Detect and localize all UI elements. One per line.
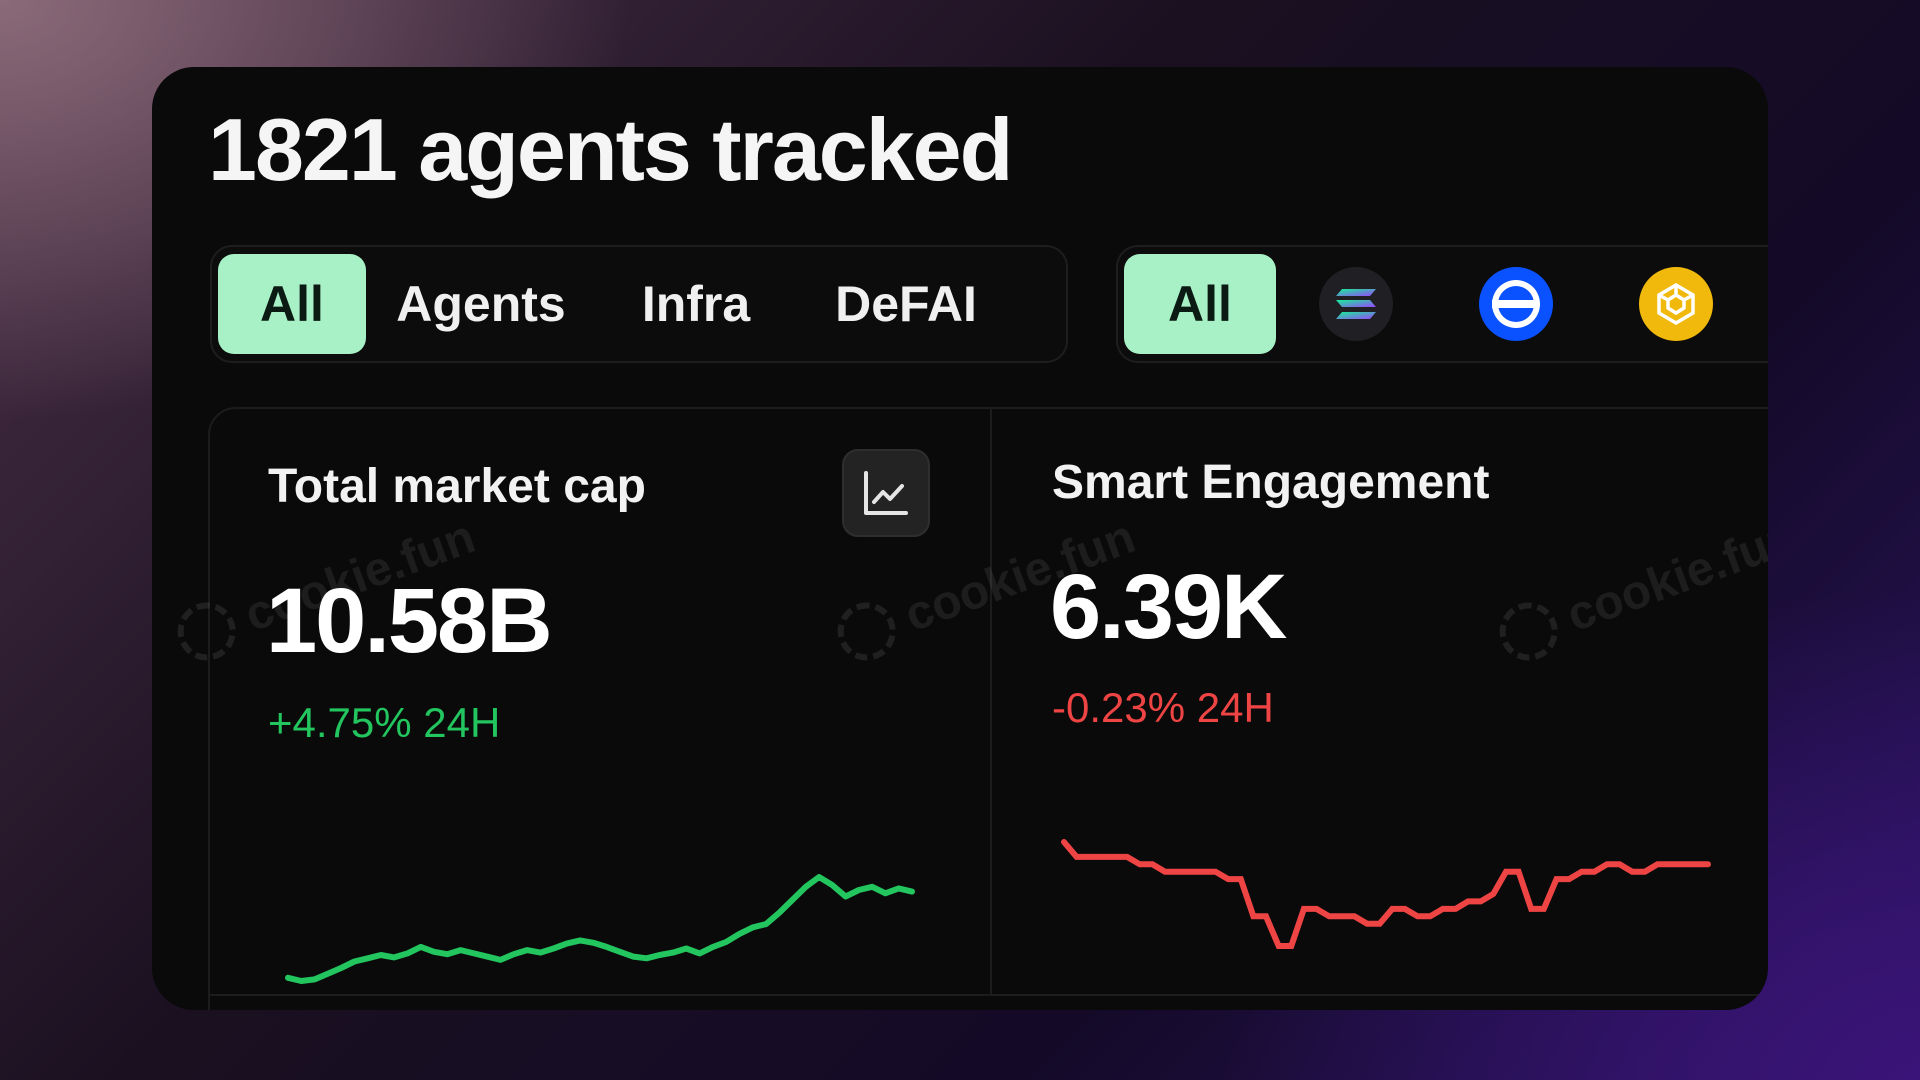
cookie-logo-icon [829, 594, 904, 669]
card-label: Smart Engagement [1052, 456, 1490, 509]
smart-engagement-sparkline [1061, 839, 1711, 949]
solana-icon[interactable] [1319, 267, 1393, 341]
card-change: +4.75% 24H [268, 699, 501, 746]
category-filter: All Agents Infra DeFAI [210, 245, 1068, 363]
card-divider [990, 409, 992, 994]
card-value: 6.39K [1050, 556, 1287, 658]
agents-panel: 1821 agents tracked All Agents Infra DeF… [152, 67, 1768, 1010]
category-agents-tab[interactable]: Agents [396, 276, 566, 332]
row-divider [210, 994, 1768, 996]
category-infra-tab[interactable]: Infra [641, 276, 751, 332]
category-all-tab[interactable]: All [218, 254, 366, 354]
chain-all-tab[interactable]: All [1124, 254, 1276, 354]
page-title: 1821 agents tracked [208, 100, 1013, 199]
category-defai-tab[interactable]: DeFAI [835, 276, 977, 332]
watermark: cookie.fun [1491, 507, 1768, 669]
market-cap-series [285, 874, 915, 984]
metrics-cards: cookie.fun cookie.fun Total market cap 1… [169, 407, 1768, 1010]
chain-filter: All [1116, 245, 1768, 363]
smart-engagement-card[interactable]: cookie.fun Smart Engagement 6.39K -0.23%… [992, 409, 1768, 994]
cookie-logo-icon [169, 594, 244, 669]
line-chart-icon [864, 471, 908, 515]
market-cap-sparkline [285, 874, 915, 984]
cookie-logo-icon [1491, 594, 1566, 669]
bnb-icon[interactable] [1639, 267, 1713, 341]
base-icon[interactable] [1479, 267, 1553, 341]
chart-toggle-button[interactable] [842, 449, 930, 537]
smart-engagement-series [1061, 839, 1711, 949]
card-value: 10.58B [266, 570, 553, 672]
card-change: -0.23% 24H [1052, 684, 1274, 731]
watermark-text: cookie.fun [1560, 509, 1768, 642]
card-label: Total market cap [268, 460, 646, 513]
market-cap-card[interactable]: cookie.fun cookie.fun Total market cap 1… [169, 409, 1142, 994]
